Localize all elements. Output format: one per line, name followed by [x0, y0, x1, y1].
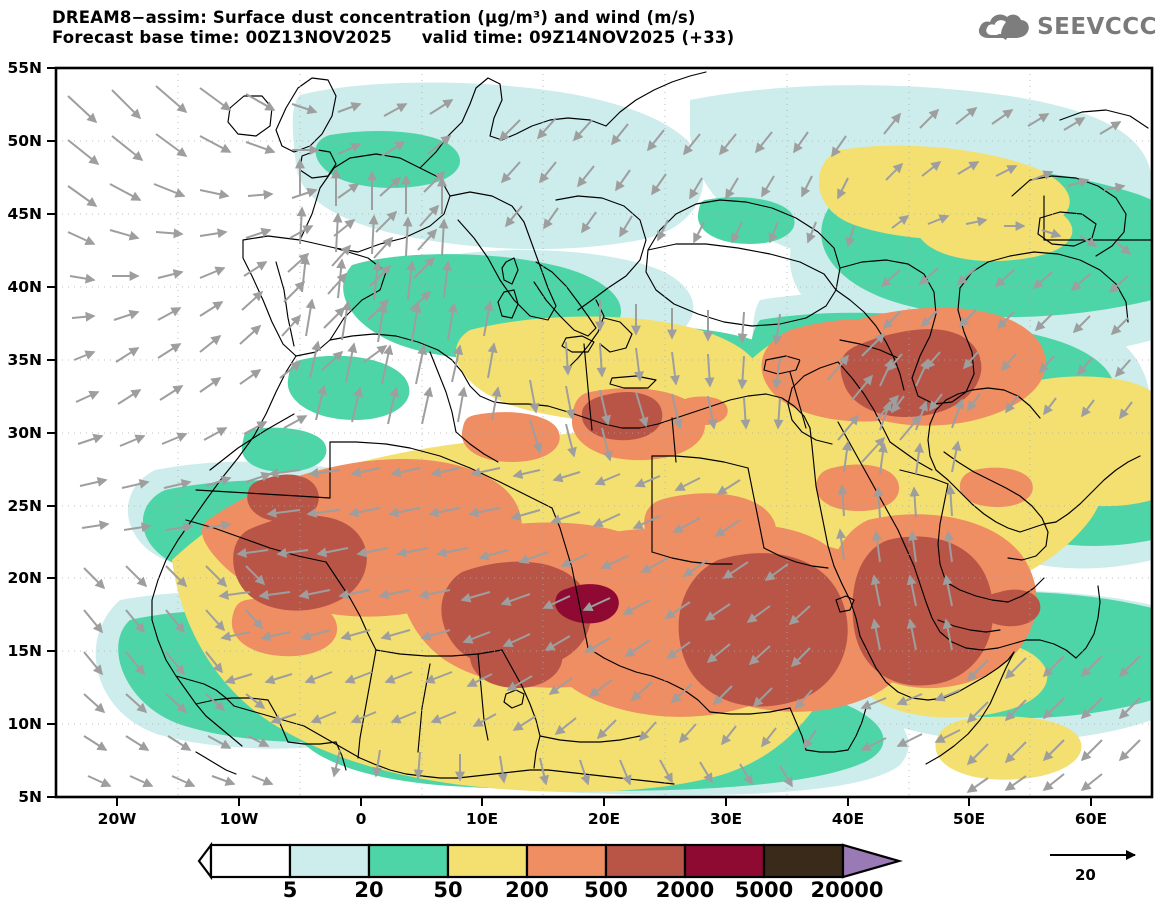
x-tick-20E: 20E: [587, 810, 621, 828]
colorbar-tick-5000: 5000: [734, 878, 794, 902]
y-tick-55N: 55N: [7, 59, 42, 77]
y-tick-35N: 35N: [7, 351, 42, 369]
y-tick-50N: 50N: [7, 132, 42, 150]
seevccc-logo: SEEVCCC: [975, 10, 1157, 44]
colorbar[interactable]: [197, 841, 904, 881]
x-tick-40E: 40E: [831, 810, 865, 828]
colorbar-cell-3: [446, 843, 529, 879]
colorbar-cell-0: [209, 843, 292, 879]
x-tick-0: 0: [355, 810, 367, 828]
wind-vector-field: [67, 85, 1141, 793]
chart-title-line2: Forecast base time: 00Z13NOV2025 valid t…: [52, 28, 735, 47]
x-tick-60E: 60E: [1074, 810, 1108, 828]
colorbar-tick-2000: 2000: [655, 878, 715, 902]
colorbar-cell-1: [288, 843, 371, 879]
colorbar-tick-200: 200: [505, 878, 549, 902]
colorbar-tick-50: 50: [433, 878, 463, 902]
y-tick-10N: 10N: [7, 715, 42, 733]
dust-concentration-field: [56, 68, 1152, 797]
colorbar-under-cap: [197, 841, 213, 881]
chart-title-line1: DREAM8−assim: Surface dust concentration…: [52, 8, 696, 27]
colorbar-cell-6: [683, 843, 766, 879]
axis-ticks: [47, 67, 1092, 806]
colorbar-tick-500: 500: [584, 878, 628, 902]
y-tick-45N: 45N: [7, 205, 42, 223]
x-tick-20W: 20W: [97, 810, 137, 828]
x-tick-50E: 50E: [952, 810, 986, 828]
colorbar-cell-2: [367, 843, 450, 879]
y-tick-5N: 5N: [18, 788, 42, 806]
peak-marker: [595, 596, 599, 600]
colorbar-cell-4: [525, 843, 608, 879]
logo-text: SEEVCCC: [1037, 14, 1157, 40]
cloud-icon: [978, 14, 1029, 40]
colorbar-tick-20000: 20000: [810, 878, 884, 902]
colorbar-tick-20: 20: [354, 878, 384, 902]
colorbar-over-cap: [841, 843, 904, 879]
x-tick-10E: 10E: [465, 810, 499, 828]
colorbar-cell-5: [604, 843, 687, 879]
x-tick-30E: 30E: [709, 810, 743, 828]
wind-reference-label: 20: [1075, 866, 1096, 884]
x-tick-10W: 10W: [219, 810, 259, 828]
y-tick-30N: 30N: [7, 424, 42, 442]
y-tick-20N: 20N: [7, 569, 42, 587]
colorbar-tick-5: 5: [282, 878, 298, 902]
colorbar-cell-7: [762, 843, 845, 879]
y-tick-15N: 15N: [7, 642, 42, 660]
y-tick-25N: 25N: [7, 497, 42, 515]
y-tick-40N: 40N: [7, 278, 42, 296]
